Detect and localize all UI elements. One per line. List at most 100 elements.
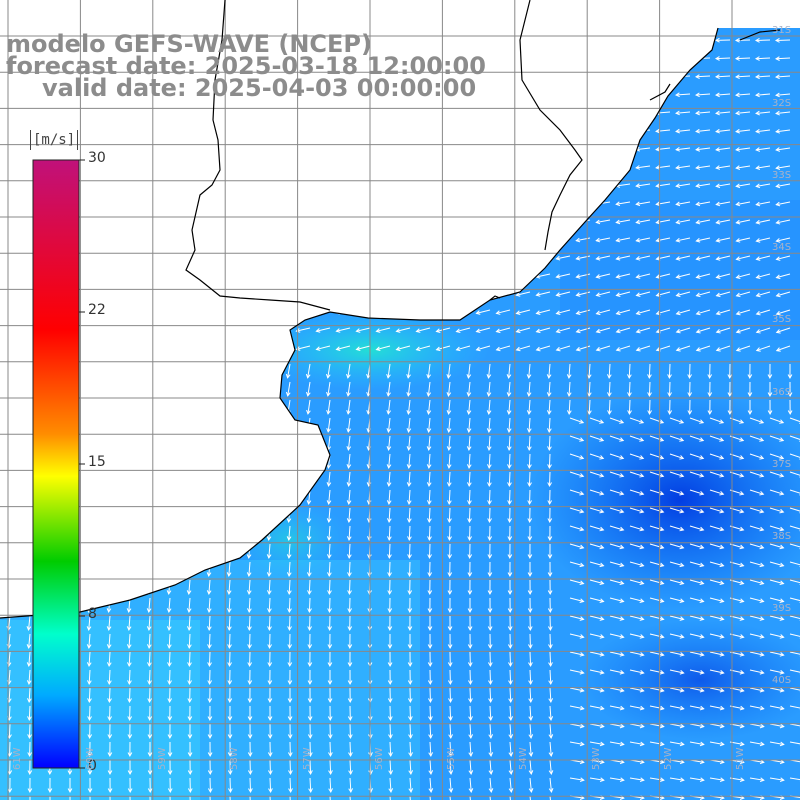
wind-arrow-head bbox=[659, 634, 665, 639]
wind-arrow bbox=[349, 759, 352, 775]
wind-arrow-head bbox=[26, 698, 32, 704]
wind-arrow-head bbox=[739, 759, 745, 765]
wind-arrow-head bbox=[727, 392, 733, 398]
wind-arrow-head bbox=[599, 526, 605, 532]
wind-arrow bbox=[448, 525, 451, 541]
wind-arrow-head bbox=[527, 572, 533, 578]
wind-arrow bbox=[676, 345, 691, 351]
wind-arrow-head bbox=[715, 201, 721, 207]
wind-arrow bbox=[468, 489, 471, 505]
wind-arrow-head bbox=[774, 38, 780, 43]
wind-arrow bbox=[128, 687, 131, 703]
wind-arrow bbox=[736, 327, 751, 333]
wind-arrow-head bbox=[595, 328, 601, 334]
wind-arrow-head bbox=[287, 590, 292, 596]
wind-arrow-head bbox=[407, 626, 413, 632]
wind-arrow-head bbox=[335, 328, 341, 333]
wind-arrow bbox=[508, 435, 511, 451]
wind-arrow bbox=[388, 489, 391, 504]
wind-arrow-head bbox=[207, 770, 213, 776]
wind-arrow bbox=[469, 759, 472, 774]
wind-arrow-head bbox=[695, 219, 701, 225]
wind-arrow-head bbox=[447, 554, 453, 560]
wind-arrow-head bbox=[126, 644, 132, 650]
wind-arrow-head bbox=[455, 346, 461, 352]
wind-arrow bbox=[629, 471, 644, 477]
wind-arrow bbox=[489, 759, 492, 774]
wind-arrow bbox=[289, 759, 292, 775]
wind-arrow-head bbox=[467, 554, 473, 560]
wind-arrow bbox=[387, 399, 391, 414]
wind-arrow-head bbox=[739, 652, 745, 657]
wind-arrow-head bbox=[487, 662, 493, 668]
wind-arrow bbox=[669, 741, 684, 745]
wind-arrow-head bbox=[619, 490, 625, 496]
wind-arrow bbox=[649, 615, 664, 620]
wind-arrow bbox=[569, 489, 584, 495]
wind-arrow-head bbox=[467, 536, 472, 542]
wind-arrow-head bbox=[526, 374, 532, 379]
wind-arrow bbox=[588, 363, 591, 379]
wind-arrow bbox=[589, 417, 604, 424]
wind-arrow-head bbox=[579, 723, 585, 729]
wind-arrow-head bbox=[755, 310, 761, 316]
wind-arrow bbox=[776, 183, 791, 187]
wind-arrow bbox=[348, 471, 351, 486]
wind-arrow-head bbox=[715, 147, 721, 152]
wind-arrow bbox=[269, 777, 272, 793]
wind-arrow-head bbox=[719, 562, 725, 568]
wind-arrow bbox=[629, 507, 644, 513]
wind-arrow bbox=[8, 633, 11, 648]
wind-arrow bbox=[709, 543, 724, 549]
wind-arrow-head bbox=[739, 437, 745, 442]
wind-arrow-head bbox=[759, 437, 765, 442]
wind-arrow bbox=[609, 579, 624, 585]
wind-arrow bbox=[268, 615, 271, 631]
wind-arrow-head bbox=[619, 526, 625, 532]
wind-arrow-head bbox=[526, 392, 532, 397]
wind-arrow-head bbox=[526, 428, 532, 434]
wind-arrow-head bbox=[619, 777, 625, 783]
wind-arrow-head bbox=[548, 680, 553, 686]
wind-arrow bbox=[669, 489, 684, 495]
wind-arrow bbox=[649, 741, 664, 745]
lon-label: 53W bbox=[591, 747, 602, 770]
wind-arrow bbox=[576, 255, 591, 260]
wind-arrow bbox=[669, 543, 684, 549]
wind-arrow-head bbox=[107, 770, 113, 776]
wind-arrow bbox=[549, 795, 553, 800]
wind-arrow-head bbox=[107, 698, 112, 704]
wind-arrow-head bbox=[719, 455, 725, 460]
wind-arrow-head bbox=[695, 328, 701, 334]
wind-arrow-head bbox=[427, 626, 433, 632]
wind-arrow-head bbox=[659, 455, 665, 460]
wind-arrow-head bbox=[775, 310, 781, 316]
wind-arrow bbox=[669, 579, 684, 585]
wind-arrow-head bbox=[387, 644, 393, 650]
wind-arrow-head bbox=[408, 752, 413, 758]
wind-arrow-head bbox=[507, 608, 513, 614]
wind-arrow bbox=[629, 597, 644, 602]
wind-arrow-head bbox=[586, 392, 592, 398]
wind-arrow-head bbox=[268, 788, 273, 794]
wind-arrow-head bbox=[227, 644, 232, 650]
wind-arrow-head bbox=[675, 183, 681, 189]
wind-arrow bbox=[649, 453, 664, 459]
wind-arrow-head bbox=[599, 419, 605, 424]
wind-arrow bbox=[348, 543, 351, 559]
wind-arrow bbox=[568, 399, 571, 415]
wind-arrow-head bbox=[599, 777, 605, 783]
wind-arrow-head bbox=[674, 92, 680, 98]
wind-arrow-head bbox=[467, 500, 472, 506]
wind-arrow-head bbox=[526, 410, 532, 416]
wind-arrow-head bbox=[467, 644, 473, 650]
wind-arrow bbox=[248, 561, 251, 576]
wind-arrow-head bbox=[639, 777, 645, 783]
wind-arrow-head bbox=[694, 74, 700, 79]
wind-arrow bbox=[676, 147, 691, 151]
wind-arrow-head bbox=[734, 74, 740, 80]
wind-arrow-head bbox=[346, 482, 352, 487]
wind-arrow-head bbox=[639, 598, 645, 603]
wind-arrow-head bbox=[508, 788, 514, 793]
wind-arrow-head bbox=[427, 644, 433, 650]
